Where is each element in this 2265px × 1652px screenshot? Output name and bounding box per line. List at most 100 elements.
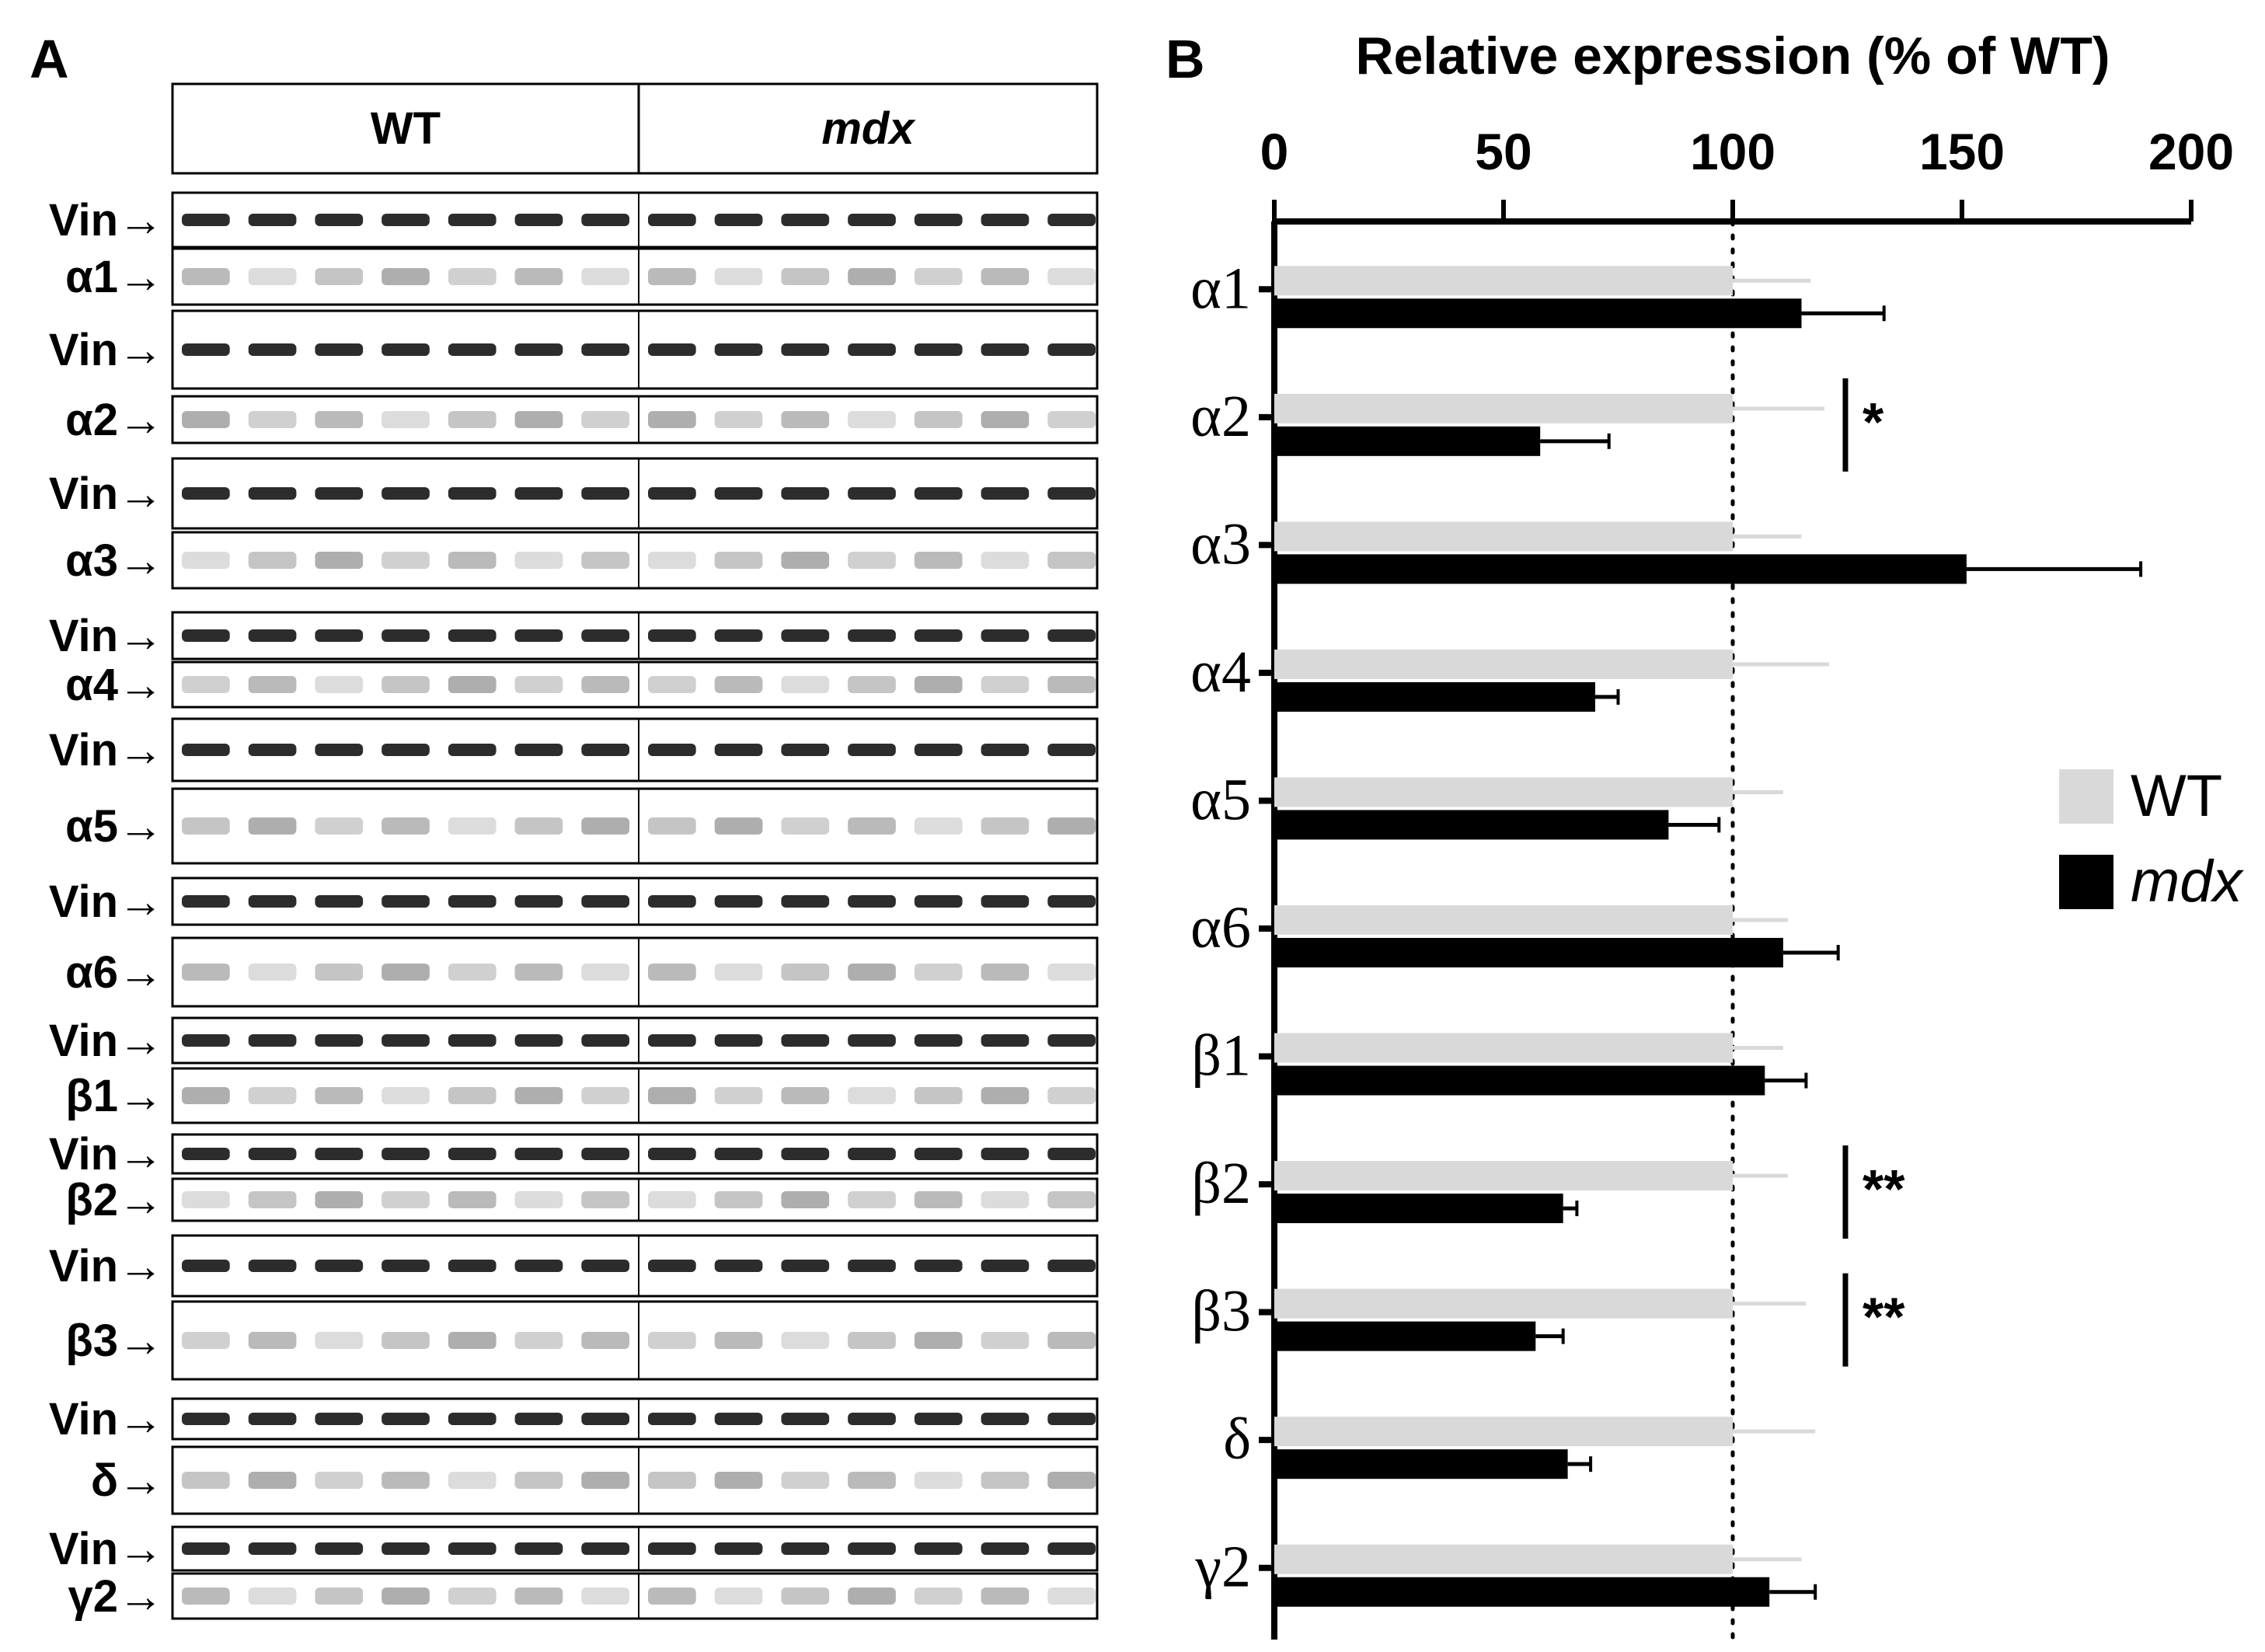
blot-label: β1→ [65, 1071, 163, 1121]
bar-mdx [1274, 810, 1669, 840]
blot-band [714, 1332, 763, 1349]
blot-band [248, 487, 297, 500]
blot-band [514, 214, 563, 226]
blot-band [248, 1260, 297, 1272]
blot-band [448, 1191, 497, 1208]
bar-mdx [1274, 1449, 1568, 1479]
blot-band [248, 1034, 297, 1047]
blot-band [914, 744, 963, 756]
blot-band [648, 1588, 696, 1605]
blot-band [382, 1332, 430, 1349]
blot-band [981, 1034, 1030, 1047]
blot-band [714, 268, 763, 285]
blot-label: α6→ [65, 947, 163, 998]
blot-strip: β3→ [65, 1300, 1099, 1381]
blot-strip: Vin→ [49, 611, 1099, 661]
blot-band [182, 1472, 230, 1489]
blot-band [714, 817, 763, 835]
category-label: α2 [1190, 384, 1251, 449]
category-label: δ [1223, 1406, 1251, 1472]
blot-band [248, 744, 297, 756]
blot-band [448, 487, 497, 500]
blot-band [514, 1413, 563, 1425]
blot-band [714, 1260, 763, 1272]
blot-band [714, 1191, 763, 1208]
blot-band [914, 1413, 963, 1425]
blot-band [648, 1542, 696, 1555]
blot-band [781, 744, 830, 756]
blot-band [981, 487, 1030, 500]
blot-band [514, 817, 563, 835]
blot-band [382, 552, 430, 569]
blot-band [648, 214, 696, 226]
blot-band [581, 676, 629, 693]
blot-band [848, 1413, 896, 1425]
blot-band [714, 676, 763, 693]
blot-band [315, 629, 364, 642]
blot-band [248, 1087, 297, 1104]
blot-band [1047, 1588, 1096, 1605]
blot-band [248, 1332, 297, 1349]
blot-band [781, 1588, 830, 1605]
blot-band [448, 552, 497, 569]
blot-band [781, 1191, 830, 1208]
blot-band [514, 895, 563, 908]
blot-label: β2→ [65, 1175, 163, 1225]
blot-band [1047, 268, 1096, 285]
blot-band [248, 552, 297, 569]
category-label: β2 [1191, 1151, 1251, 1216]
blot-band [914, 629, 963, 642]
blot-band [714, 964, 763, 981]
blot-band [514, 343, 563, 356]
significance-label: ** [1863, 1159, 1905, 1219]
blot-strip: β2→ [65, 1175, 1099, 1225]
bar-wt [1274, 1033, 1733, 1063]
blot-band [781, 268, 830, 285]
blot-band [1047, 1191, 1096, 1208]
blot-strip: Vin→ [49, 1016, 1099, 1066]
x-tick-label: 200 [2148, 123, 2234, 180]
blot-band [581, 964, 629, 981]
blot-band [182, 1588, 230, 1605]
legend-label: mdx [2131, 849, 2245, 915]
bar-wt [1274, 1544, 1733, 1574]
blot-band [848, 817, 896, 835]
blot-band [514, 676, 563, 693]
blot-band [382, 895, 430, 908]
blot-band [714, 1542, 763, 1555]
blot-band [448, 895, 497, 908]
blot-band [382, 744, 430, 756]
blot-band [315, 1034, 364, 1047]
blot-band [182, 964, 230, 981]
blot-band [848, 487, 896, 500]
blot-band [781, 676, 830, 693]
significance-label: * [1863, 392, 1884, 452]
blot-band [1047, 1413, 1096, 1425]
blot-strip: α4→ [65, 660, 1099, 710]
blot-band [182, 1542, 230, 1555]
category-label: γ2 [1194, 1535, 1251, 1600]
blot-band [714, 1472, 763, 1489]
blot-band [914, 676, 963, 693]
blot-band [914, 214, 963, 226]
blot-band [248, 676, 297, 693]
blot-band [382, 1148, 430, 1160]
blot-band [914, 1087, 963, 1104]
blot-band [315, 744, 364, 756]
blot-band [514, 1087, 563, 1104]
blot-band [514, 1260, 563, 1272]
blot-band [648, 1191, 696, 1208]
blot-band [448, 817, 497, 835]
panel-a-western-blots: A WT mdxVin→α1→Vin→α2→Vin→α3→Vin→α4→Vin→α… [30, 29, 1099, 1622]
blot-band [1047, 487, 1096, 500]
blot-band [848, 744, 896, 756]
blot-band [448, 1332, 497, 1349]
blot-band [581, 487, 629, 500]
blot-band [1047, 744, 1096, 756]
blot-band [848, 964, 896, 981]
blot-band [514, 1472, 563, 1489]
blot-band [781, 895, 830, 908]
blot-band [1047, 1148, 1096, 1160]
blot-label: δ→ [91, 1455, 163, 1506]
blot-band [448, 1260, 497, 1272]
